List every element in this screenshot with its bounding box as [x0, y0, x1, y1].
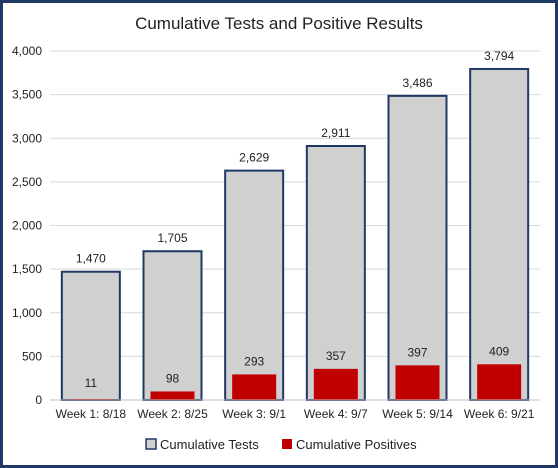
chart-title: Cumulative Tests and Positive Results	[135, 14, 423, 33]
bar-cumulative-positives	[313, 368, 358, 400]
legend-swatch-tests	[145, 438, 157, 450]
data-label-positives: 11	[85, 376, 98, 390]
y-tick-label: 1,000	[12, 306, 42, 320]
bar-cumulative-tests	[387, 94, 448, 401]
bars: 1,470 11 1,705 98 2,629 293 2,911 357 3,486 397 3,…	[60, 49, 530, 401]
y-tick-label: 1,500	[12, 262, 42, 276]
data-label-positives: 409	[489, 344, 509, 358]
y-tick-label: 3,000	[12, 131, 42, 145]
legend: Cumulative Tests Cumulative Positives	[145, 437, 417, 452]
x-tick-label: Week 4: 9/7	[304, 407, 368, 421]
bar-cumulative-positives	[232, 374, 277, 400]
x-axis-ticks: Week 1: 8/18 Week 2: 8/25 Week 3: 9/1 Week …	[56, 407, 535, 421]
bar-cumulative-positives	[395, 365, 440, 400]
gridlines	[50, 50, 540, 357]
data-label-tests: 3,794	[484, 49, 514, 63]
data-label-positives: 357	[326, 349, 346, 363]
bar-cumulative-tests	[469, 67, 530, 401]
data-label-tests: 1,705	[157, 231, 187, 245]
y-tick-label: 4,000	[12, 44, 42, 58]
data-label-positives: 98	[166, 371, 180, 385]
bar-cumulative-tests	[224, 169, 285, 401]
bar-cumulative-tests	[305, 145, 366, 401]
data-label-tests: 2,629	[239, 151, 269, 165]
data-label-positives: 397	[407, 345, 427, 359]
x-tick-label: Week 3: 9/1	[222, 407, 286, 421]
y-tick-label: 0	[35, 393, 42, 407]
data-label-tests: 2,911	[321, 126, 350, 140]
legend-label-positives: Cumulative Positives	[296, 437, 417, 452]
bar-cumulative-positives	[477, 364, 522, 400]
legend-label-tests: Cumulative Tests	[160, 437, 259, 452]
x-tick-label: Week 1: 8/18	[56, 407, 127, 421]
bar-cumulative-positives	[150, 391, 195, 400]
data-label-positives: 293	[244, 354, 264, 368]
y-axis-ticks: 0 500 1,000 1,500 2,000 2,500 3,000 3,500 4,000	[12, 44, 42, 407]
x-tick-label: Week 5: 9/14	[382, 407, 453, 421]
y-tick-label: 3,500	[12, 88, 42, 102]
bar-cumulative-tests	[142, 250, 203, 401]
data-label-tests: 3,486	[402, 76, 432, 90]
x-tick-label: Week 2: 8/25	[137, 407, 208, 421]
data-label-tests: 1,470	[76, 252, 106, 266]
y-tick-label: 2,000	[12, 219, 42, 233]
legend-swatch-positives	[282, 439, 292, 449]
y-tick-label: 2,500	[12, 175, 42, 189]
x-tick-label: Week 6: 9/21	[464, 407, 535, 421]
y-tick-label: 500	[22, 349, 42, 363]
